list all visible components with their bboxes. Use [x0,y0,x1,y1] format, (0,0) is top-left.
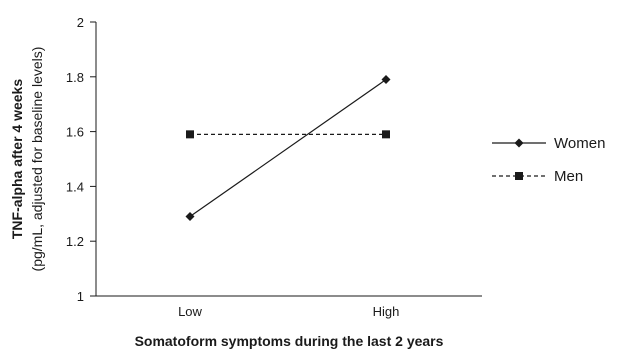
y-tick-label: 2 [77,15,84,30]
legend: Women Men [492,135,605,185]
x-ticks: Low High [178,304,399,319]
legend-marker-men [515,172,523,180]
data-point-women [381,75,391,85]
y-tick-label: 1 [77,289,84,304]
series-layer [185,75,391,222]
data-point-men [382,130,390,139]
y-axis-subtitle: (pg/mL, adjusted for baseline levels) [29,47,45,272]
legend-label-men: Men [554,168,583,185]
x-tick-label: Low [178,304,202,319]
x-axis-title: Somatoform symptoms during the last 2 ye… [135,333,444,349]
y-tick-label: 1.8 [66,70,84,85]
data-point-women [185,212,195,222]
legend-marker-women [514,138,524,148]
y-axis-title: TNF-alpha after 4 weeks [9,79,25,239]
legend-label-women: Women [554,135,605,152]
series-line-women [189,79,387,218]
y-tick-label: 1.2 [66,234,84,249]
y-ticks: 1 1.2 1.4 1.6 1.8 2 [66,15,96,304]
data-point-men [186,130,194,139]
y-tick-label: 1.4 [66,179,84,194]
x-tick-label: High [373,304,400,319]
y-tick-label: 1.6 [66,125,84,140]
